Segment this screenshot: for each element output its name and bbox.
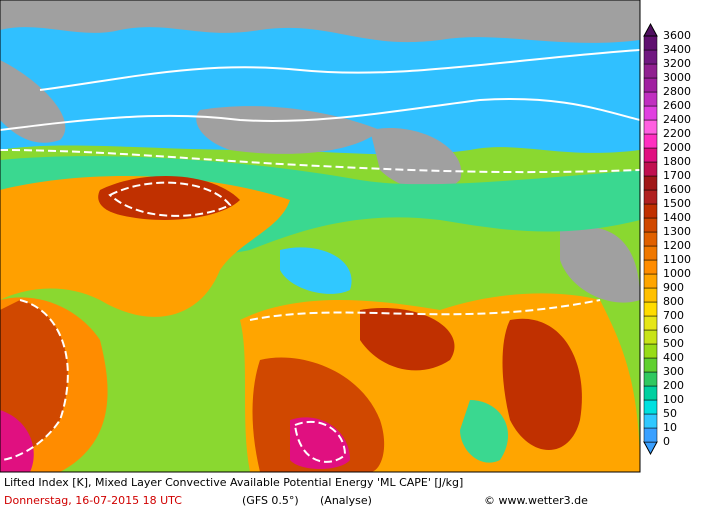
- colorbar-bin: [643, 161, 658, 177]
- colorbar-bin: [643, 357, 658, 373]
- colorbar-label: 1100: [663, 253, 691, 266]
- colorbar-bin: [643, 301, 658, 317]
- colorbar-label: 2200: [663, 127, 691, 140]
- colorbar-label: 800: [663, 295, 684, 308]
- colorbar-label: 500: [663, 337, 684, 350]
- colorbar-bin: [643, 203, 658, 219]
- colorbar-bin: [643, 147, 658, 163]
- colorbar-bin: [643, 119, 658, 135]
- colorbar-label: 50: [663, 407, 677, 420]
- colorbar-bin: [643, 133, 658, 149]
- colorbar-label: 300: [663, 365, 684, 378]
- colorbar-label: 1700: [663, 169, 691, 182]
- colorbar-bin: [643, 91, 658, 107]
- colorbar-bin: [643, 245, 658, 261]
- caption-run: (Analyse): [320, 494, 372, 507]
- colorbar-bin: [643, 105, 658, 121]
- colorbar-label: 3600: [663, 29, 691, 42]
- colorbar-bin: [643, 273, 658, 289]
- colorbar-bin: [643, 413, 658, 429]
- colorbar-label: 900: [663, 281, 684, 294]
- colorbar-label: 2800: [663, 85, 691, 98]
- colorbar-bin: [643, 63, 658, 79]
- caption-credit: © www.wetter3.de: [484, 494, 588, 507]
- colorbar-label: 1500: [663, 197, 691, 210]
- caption-model: (GFS 0.5°): [242, 494, 299, 507]
- colorbar-label: 3400: [663, 43, 691, 56]
- caption-bg: [0, 473, 704, 513]
- colorbar-label: 100: [663, 393, 684, 406]
- colorbar-label: 600: [663, 323, 684, 336]
- colorbar-bin: [643, 427, 658, 443]
- colorbar-bin: [643, 231, 658, 247]
- colorbar-bin: [643, 385, 658, 401]
- colorbar-label: 3000: [663, 71, 691, 84]
- map-field: [0, 0, 641, 473]
- colorbar-end: [643, 22, 658, 37]
- colorbar-bin: [643, 371, 658, 387]
- colorbar-end: [643, 441, 658, 456]
- colorbar-bin: [643, 77, 658, 93]
- colorbar-bin: [643, 189, 658, 205]
- colorbar-bin: [643, 329, 658, 345]
- colorbar-label: 1200: [663, 239, 691, 252]
- colorbar-label: 700: [663, 309, 684, 322]
- colorbar: 0105010020030040050060070080090010001100…: [643, 22, 691, 456]
- colorbar-label: 1400: [663, 211, 691, 224]
- colorbar-label: 200: [663, 379, 684, 392]
- colorbar-bin: [643, 287, 658, 303]
- colorbar-bin: [643, 259, 658, 275]
- colorbar-label: 10: [663, 421, 677, 434]
- colorbar-label: 400: [663, 351, 684, 364]
- colorbar-bin: [643, 49, 658, 65]
- colorbar-label: 2400: [663, 113, 691, 126]
- colorbar-label: 2600: [663, 99, 691, 112]
- colorbar-label: 2000: [663, 141, 691, 154]
- colorbar-label: 0: [663, 435, 670, 448]
- colorbar-bin: [643, 343, 658, 359]
- colorbar-label: 1800: [663, 155, 691, 168]
- colorbar-bin: [643, 35, 658, 51]
- colorbar-label: 1000: [663, 267, 691, 280]
- colorbar-bin: [643, 175, 658, 191]
- caption-title: Lifted Index [K], Mixed Layer Convective…: [4, 476, 463, 489]
- colorbar-label: 1300: [663, 225, 691, 238]
- caption-date: Donnerstag, 16-07-2015 18 UTC: [4, 494, 182, 507]
- colorbar-label: 3200: [663, 57, 691, 70]
- colorbar-bin: [643, 217, 658, 233]
- colorbar-label: 1600: [663, 183, 691, 196]
- colorbar-bin: [643, 315, 658, 331]
- colorbar-bin: [643, 399, 658, 415]
